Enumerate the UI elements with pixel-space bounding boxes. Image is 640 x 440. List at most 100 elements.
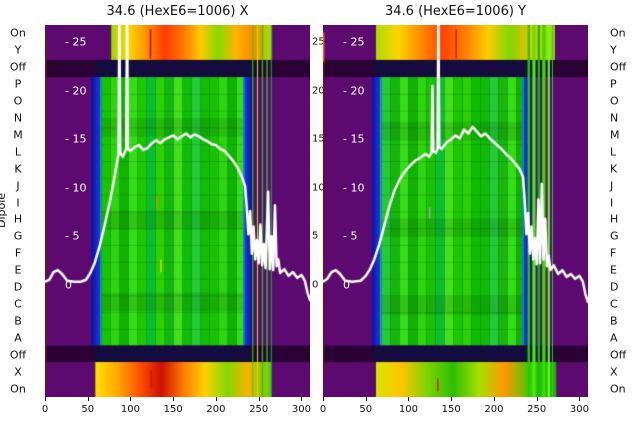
right-axis-row-labels: On Y Off P O N M L K J I H G F E D C B A Off X On <box>610 0 638 440</box>
row-label: Off <box>9 348 27 362</box>
x-tick-label: 100 <box>398 404 419 415</box>
row-label: K <box>14 162 22 176</box>
x-tick-mark <box>579 397 581 401</box>
y-tick-label: - 10 <box>343 181 365 195</box>
y-tick-label: - 25 <box>343 35 365 49</box>
x-tick-mark <box>536 397 538 401</box>
heatmap-panel-y: 34.6 (HexE6=1006) Y - 25 - 20 - 15 - 10 - 5 0… <box>319 0 589 440</box>
row-label: G <box>13 229 23 243</box>
x-tick-mark <box>45 397 46 401</box>
mid-tick-label: 15 <box>312 133 325 145</box>
row-label: G <box>610 229 619 243</box>
row-label: A <box>14 331 22 345</box>
x-tick-mark <box>130 397 132 401</box>
x-tick-mark <box>493 397 495 401</box>
mid-tick-label: 25 <box>312 36 325 48</box>
row-label: N <box>13 111 23 125</box>
row-label: E <box>14 263 22 277</box>
row-label: M <box>13 128 23 142</box>
row-label: On <box>610 26 626 40</box>
y-tick-label: - 5 <box>65 229 80 243</box>
heatmap-canvas-x <box>45 25 310 397</box>
x-tick-mark <box>301 397 303 401</box>
x-tick-label: 200 <box>484 404 504 415</box>
row-label: L <box>14 145 22 159</box>
row-label: O <box>13 94 23 108</box>
y-axis-title: Dipole <box>0 192 9 229</box>
row-label: H <box>610 212 619 226</box>
row-label: P <box>14 77 22 91</box>
left-axis-row-labels: On Y Off P O N M L K J I H G F E D C B A Off X On <box>8 0 28 440</box>
y-tick-label: - 20 <box>65 84 87 98</box>
row-label: J <box>16 179 20 193</box>
row-label: F <box>14 246 22 260</box>
x-tick-label: 150 <box>441 404 461 415</box>
row-label: A <box>610 331 618 345</box>
x-tick-label: 250 <box>249 404 269 415</box>
x-tick-label: 300 <box>291 404 311 415</box>
x-tick-label: 200 <box>206 404 226 415</box>
panel-title-x: 34.6 (HexE6=1006) X <box>106 4 249 19</box>
x-tick-mark <box>258 397 260 401</box>
row-label: On <box>10 26 26 40</box>
mid-tick-label: 0 <box>312 279 319 291</box>
row-label: J <box>610 179 614 193</box>
x-tick-mark <box>408 397 410 401</box>
x-tick-mark <box>173 397 175 401</box>
x-tick-label: 50 <box>81 404 95 415</box>
row-label: I <box>16 196 20 210</box>
x-tick-label: 250 <box>527 404 547 415</box>
row-label: E <box>610 263 617 277</box>
row-label: O <box>610 94 619 108</box>
mid-tick-label: 10 <box>312 182 325 194</box>
x-tick-label: 300 <box>569 404 589 415</box>
panel-title-y: 34.6 (HexE6=1006) Y <box>385 4 526 19</box>
x-tick-label: 100 <box>120 404 141 415</box>
row-label: C <box>610 297 618 311</box>
row-label: X <box>14 365 22 379</box>
x-tick-mark <box>323 397 324 401</box>
x-tick-mark <box>365 397 367 401</box>
row-label: D <box>13 280 23 294</box>
y-tick-label: 0 <box>65 278 72 292</box>
x-tick-mark <box>451 397 453 401</box>
row-label: P <box>610 77 617 91</box>
row-label: C <box>14 297 22 311</box>
row-label: L <box>610 145 617 159</box>
row-label: X <box>610 365 618 379</box>
y-tick-label: - 5 <box>343 229 358 243</box>
row-label: D <box>610 280 619 294</box>
x-tick-mark <box>215 397 217 401</box>
heatmap-panel-x: 34.6 (HexE6=1006) X - 25 - 20 - 15 - 10 - 5 0… <box>41 0 311 440</box>
row-label: B <box>14 314 22 328</box>
row-label: Off <box>610 60 627 74</box>
row-label: Y <box>14 43 22 57</box>
row-label: F <box>610 246 617 260</box>
y-tick-label: - 10 <box>65 181 87 195</box>
x-tick-label: 50 <box>359 404 373 415</box>
row-label: N <box>610 111 619 125</box>
y-tick-label: - 15 <box>343 132 365 146</box>
row-label: I <box>610 196 614 210</box>
y-tick-label: - 20 <box>343 84 365 98</box>
x-tick-label: 150 <box>163 404 183 415</box>
row-label: M <box>610 128 620 142</box>
x-tick-label: 0 <box>319 404 327 415</box>
row-label: B <box>610 314 618 328</box>
row-label: On <box>610 382 626 396</box>
row-label: Y <box>610 43 617 57</box>
row-label: Off <box>9 60 27 74</box>
mid-tick-label: 5 <box>312 230 319 242</box>
heatmap-canvas-y <box>323 25 588 397</box>
x-tick-mark <box>87 397 89 401</box>
y-tick-label: 0 <box>343 278 350 292</box>
mid-tick-label: 20 <box>312 85 325 97</box>
y-tick-label: - 15 <box>65 132 87 146</box>
row-label: H <box>13 212 23 226</box>
row-label: Off <box>610 348 627 362</box>
x-tick-label: 0 <box>41 404 49 415</box>
row-label: K <box>610 162 618 176</box>
row-label: On <box>10 382 26 396</box>
y-tick-label: - 25 <box>65 35 87 49</box>
